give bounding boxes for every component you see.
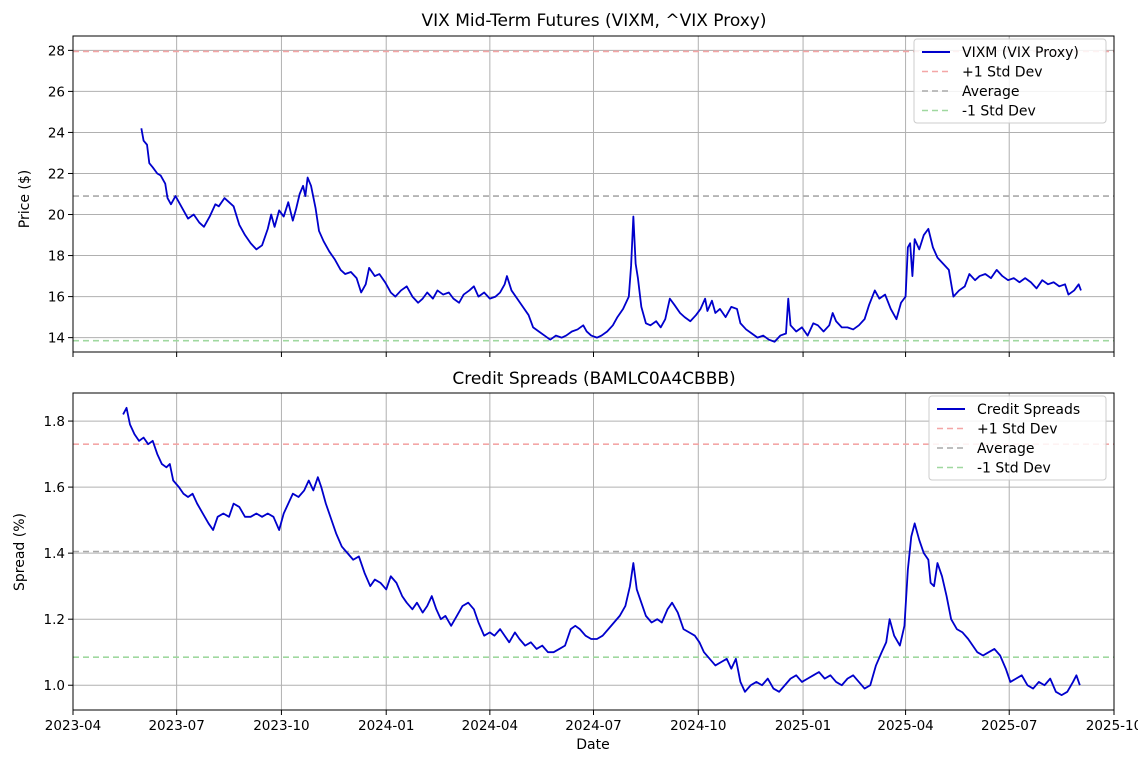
- x-tick-label: 2023-04: [45, 718, 101, 734]
- x-tick-label: 2025-04: [877, 718, 933, 734]
- x-tick-label: 2023-07: [148, 718, 204, 734]
- legend-label: Average: [962, 84, 1020, 100]
- chart-top-ylabel: Price ($): [17, 170, 33, 228]
- y-tick-label: 20: [48, 208, 65, 224]
- chart-bottom-legend: Credit Spreads +1 Std Dev Average -1 Std De…: [928, 395, 1107, 481]
- legend-label: VIXM (VIX Proxy): [962, 45, 1079, 61]
- legend-label: +1 Std Dev: [977, 422, 1057, 438]
- x-tick-label: 2025-07: [981, 718, 1037, 734]
- x-tick-label: 2025-10: [1086, 718, 1138, 734]
- legend-label: +1 Std Dev: [962, 65, 1042, 81]
- chart-bottom-ticks: 2023-04 2023-07 2023-10 2024-01 2024-04 2024-…: [44, 414, 1138, 734]
- x-tick-label: 2023-10: [253, 718, 309, 734]
- y-tick-label: 1.0: [44, 678, 65, 694]
- x-tick-label: 2024-04: [462, 718, 518, 734]
- chart-top-grid: [72, 36, 1115, 352]
- series-line: [122, 406, 1081, 697]
- chart-top-title: VIX Mid-Term Futures (VIXM, ^VIX Proxy): [422, 11, 767, 31]
- chart-top-legend: VIXM (VIX Proxy) +1 Std Dev Average -1 Std …: [913, 38, 1107, 124]
- y-tick-label: 24: [48, 125, 65, 141]
- legend-label: Average: [977, 441, 1035, 457]
- y-tick-label: 14: [48, 331, 65, 347]
- y-tick-label: 22: [48, 166, 65, 182]
- y-tick-label: 1.6: [44, 480, 65, 496]
- chart-bottom: Credit Spreads (BAMLC0A4CBBB) Spread (%)…: [12, 369, 1138, 753]
- chart-bottom-ylabel: Spread (%): [12, 513, 28, 591]
- y-tick-label: 18: [48, 249, 65, 265]
- y-tick-label: 1.8: [44, 414, 65, 430]
- legend-label: Credit Spreads: [977, 402, 1080, 418]
- x-tick-label: 2024-10: [670, 718, 726, 734]
- chart-bottom-refs: [73, 443, 1114, 658]
- legend-box: [913, 38, 1107, 124]
- legend-box: [928, 395, 1107, 481]
- x-tick-label: 2024-01: [358, 718, 414, 734]
- y-tick-label: 28: [48, 43, 65, 59]
- x-tick-label: 2024-07: [565, 718, 621, 734]
- chart-bottom-title: Credit Spreads (BAMLC0A4CBBB): [452, 369, 735, 389]
- legend-label: -1 Std Dev: [962, 104, 1036, 120]
- chart-bottom-series: [122, 406, 1081, 697]
- y-tick-label: 26: [48, 84, 65, 100]
- y-tick-label: 1.2: [44, 612, 65, 628]
- chart-top-ticks: 14 16 18 20 22 24 26 28: [48, 43, 1115, 357]
- y-tick-label: 16: [48, 290, 65, 306]
- y-tick-label: 1.4: [44, 546, 65, 562]
- chart-top-refs: [73, 50, 1114, 342]
- x-tick-label: 2025-01: [775, 718, 831, 734]
- series-line: [140, 128, 1082, 343]
- chart-bottom-xlabel: Date: [576, 737, 609, 753]
- legend-label: -1 Std Dev: [977, 461, 1051, 477]
- chart-top: VIX Mid-Term Futures (VIXM, ^VIX Proxy) …: [17, 11, 1115, 357]
- chart-top-series: [140, 128, 1082, 343]
